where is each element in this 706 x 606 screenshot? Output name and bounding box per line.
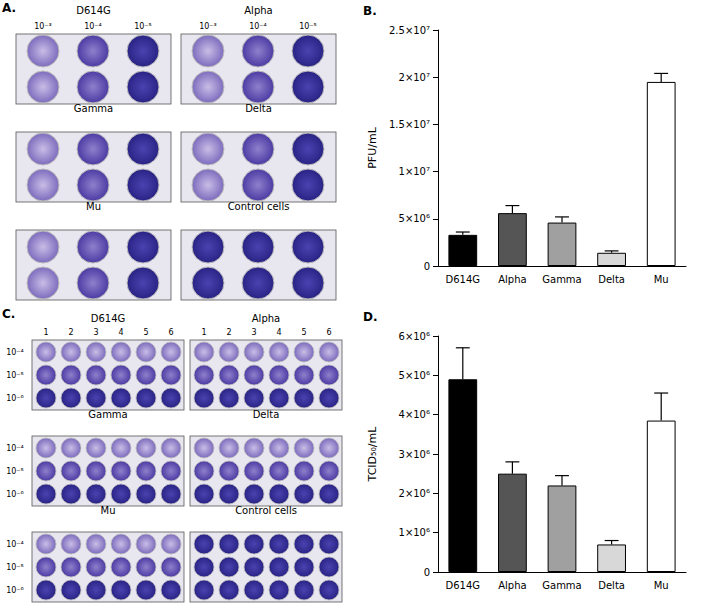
svg-text:2.5×10⁷: 2.5×10⁷	[389, 25, 430, 36]
svg-text:Mu: Mu	[654, 580, 669, 591]
svg-text:1×10⁷: 1×10⁷	[399, 166, 430, 177]
svg-text:3×10⁶: 3×10⁶	[399, 449, 430, 460]
svg-text:2×10⁷: 2×10⁷	[399, 72, 430, 83]
svg-text:C.: C.	[2, 307, 15, 321]
svg-text:6: 6	[326, 328, 331, 337]
svg-text:10⁻⁴: 10⁻⁴	[84, 22, 102, 31]
svg-text:2: 2	[226, 328, 231, 337]
svg-text:3: 3	[251, 328, 256, 337]
svg-text:4: 4	[276, 328, 281, 337]
svg-text:1.5×10⁷: 1.5×10⁷	[389, 119, 430, 130]
svg-text:10⁻³: 10⁻³	[34, 22, 52, 31]
svg-text:B.: B.	[363, 4, 377, 18]
svg-text:5×10⁶: 5×10⁶	[399, 213, 430, 224]
svg-text:0: 0	[424, 261, 430, 272]
svg-text:Gamma: Gamma	[88, 409, 128, 420]
svg-text:10⁻⁵: 10⁻⁵	[134, 22, 152, 31]
svg-text:Alpha: Alpha	[244, 5, 272, 16]
svg-text:Mu: Mu	[654, 274, 669, 285]
svg-text:Gamma: Gamma	[74, 103, 114, 114]
svg-text:Delta: Delta	[598, 274, 625, 285]
svg-text:D614G: D614G	[446, 274, 481, 285]
svg-text:10⁻⁵: 10⁻⁵	[6, 371, 24, 380]
svg-text:10⁻⁶: 10⁻⁶	[6, 490, 24, 499]
svg-text:10⁻⁴: 10⁻⁴	[249, 22, 267, 31]
svg-text:5: 5	[301, 328, 306, 337]
svg-text:Control cells: Control cells	[228, 201, 290, 212]
svg-text:Gamma: Gamma	[542, 580, 582, 591]
svg-text:Delta: Delta	[253, 409, 280, 420]
svg-text:Alpha: Alpha	[498, 580, 526, 591]
svg-text:10⁻⁵: 10⁻⁵	[6, 467, 24, 476]
svg-text:D.: D.	[363, 310, 378, 324]
svg-text:1: 1	[43, 328, 48, 337]
svg-text:Alpha: Alpha	[498, 274, 526, 285]
svg-text:1×10⁶: 1×10⁶	[399, 527, 430, 538]
svg-text:A.: A.	[2, 1, 16, 15]
svg-text:10⁻⁴: 10⁻⁴	[6, 444, 24, 453]
svg-text:D614G: D614G	[91, 313, 126, 324]
svg-text:4×10⁶: 4×10⁶	[399, 409, 430, 420]
svg-text:Delta: Delta	[245, 103, 272, 114]
svg-text:10⁻⁵: 10⁻⁵	[6, 563, 24, 572]
svg-text:Mu: Mu	[101, 505, 116, 516]
svg-text:5×10⁶: 5×10⁶	[399, 370, 430, 381]
svg-text:D614G: D614G	[76, 5, 111, 16]
svg-text:Mu: Mu	[86, 201, 101, 212]
svg-text:Delta: Delta	[598, 580, 625, 591]
svg-text:Control cells: Control cells	[235, 505, 297, 516]
svg-text:5: 5	[143, 328, 148, 337]
svg-text:10⁻⁶: 10⁻⁶	[6, 394, 24, 403]
svg-text:2: 2	[68, 328, 73, 337]
svg-text:Alpha: Alpha	[252, 313, 280, 324]
svg-text:3: 3	[93, 328, 98, 337]
svg-text:6×10⁶: 6×10⁶	[399, 331, 430, 342]
svg-text:0: 0	[424, 567, 430, 578]
svg-text:10⁻⁵: 10⁻⁵	[299, 22, 317, 31]
svg-text:PFU/mL: PFU/mL	[366, 126, 379, 168]
svg-text:2×10⁶: 2×10⁶	[399, 488, 430, 499]
svg-text:Gamma: Gamma	[542, 274, 582, 285]
svg-text:10⁻⁴: 10⁻⁴	[6, 540, 24, 549]
svg-text:TCID₅₀/mL: TCID₅₀/mL	[366, 426, 379, 483]
svg-text:10⁻⁴: 10⁻⁴	[6, 348, 24, 357]
svg-text:10⁻³: 10⁻³	[199, 22, 217, 31]
svg-text:4: 4	[118, 328, 123, 337]
svg-text:D614G: D614G	[446, 580, 481, 591]
svg-text:10⁻⁶: 10⁻⁶	[6, 586, 24, 595]
svg-text:1: 1	[201, 328, 206, 337]
svg-text:6: 6	[168, 328, 173, 337]
